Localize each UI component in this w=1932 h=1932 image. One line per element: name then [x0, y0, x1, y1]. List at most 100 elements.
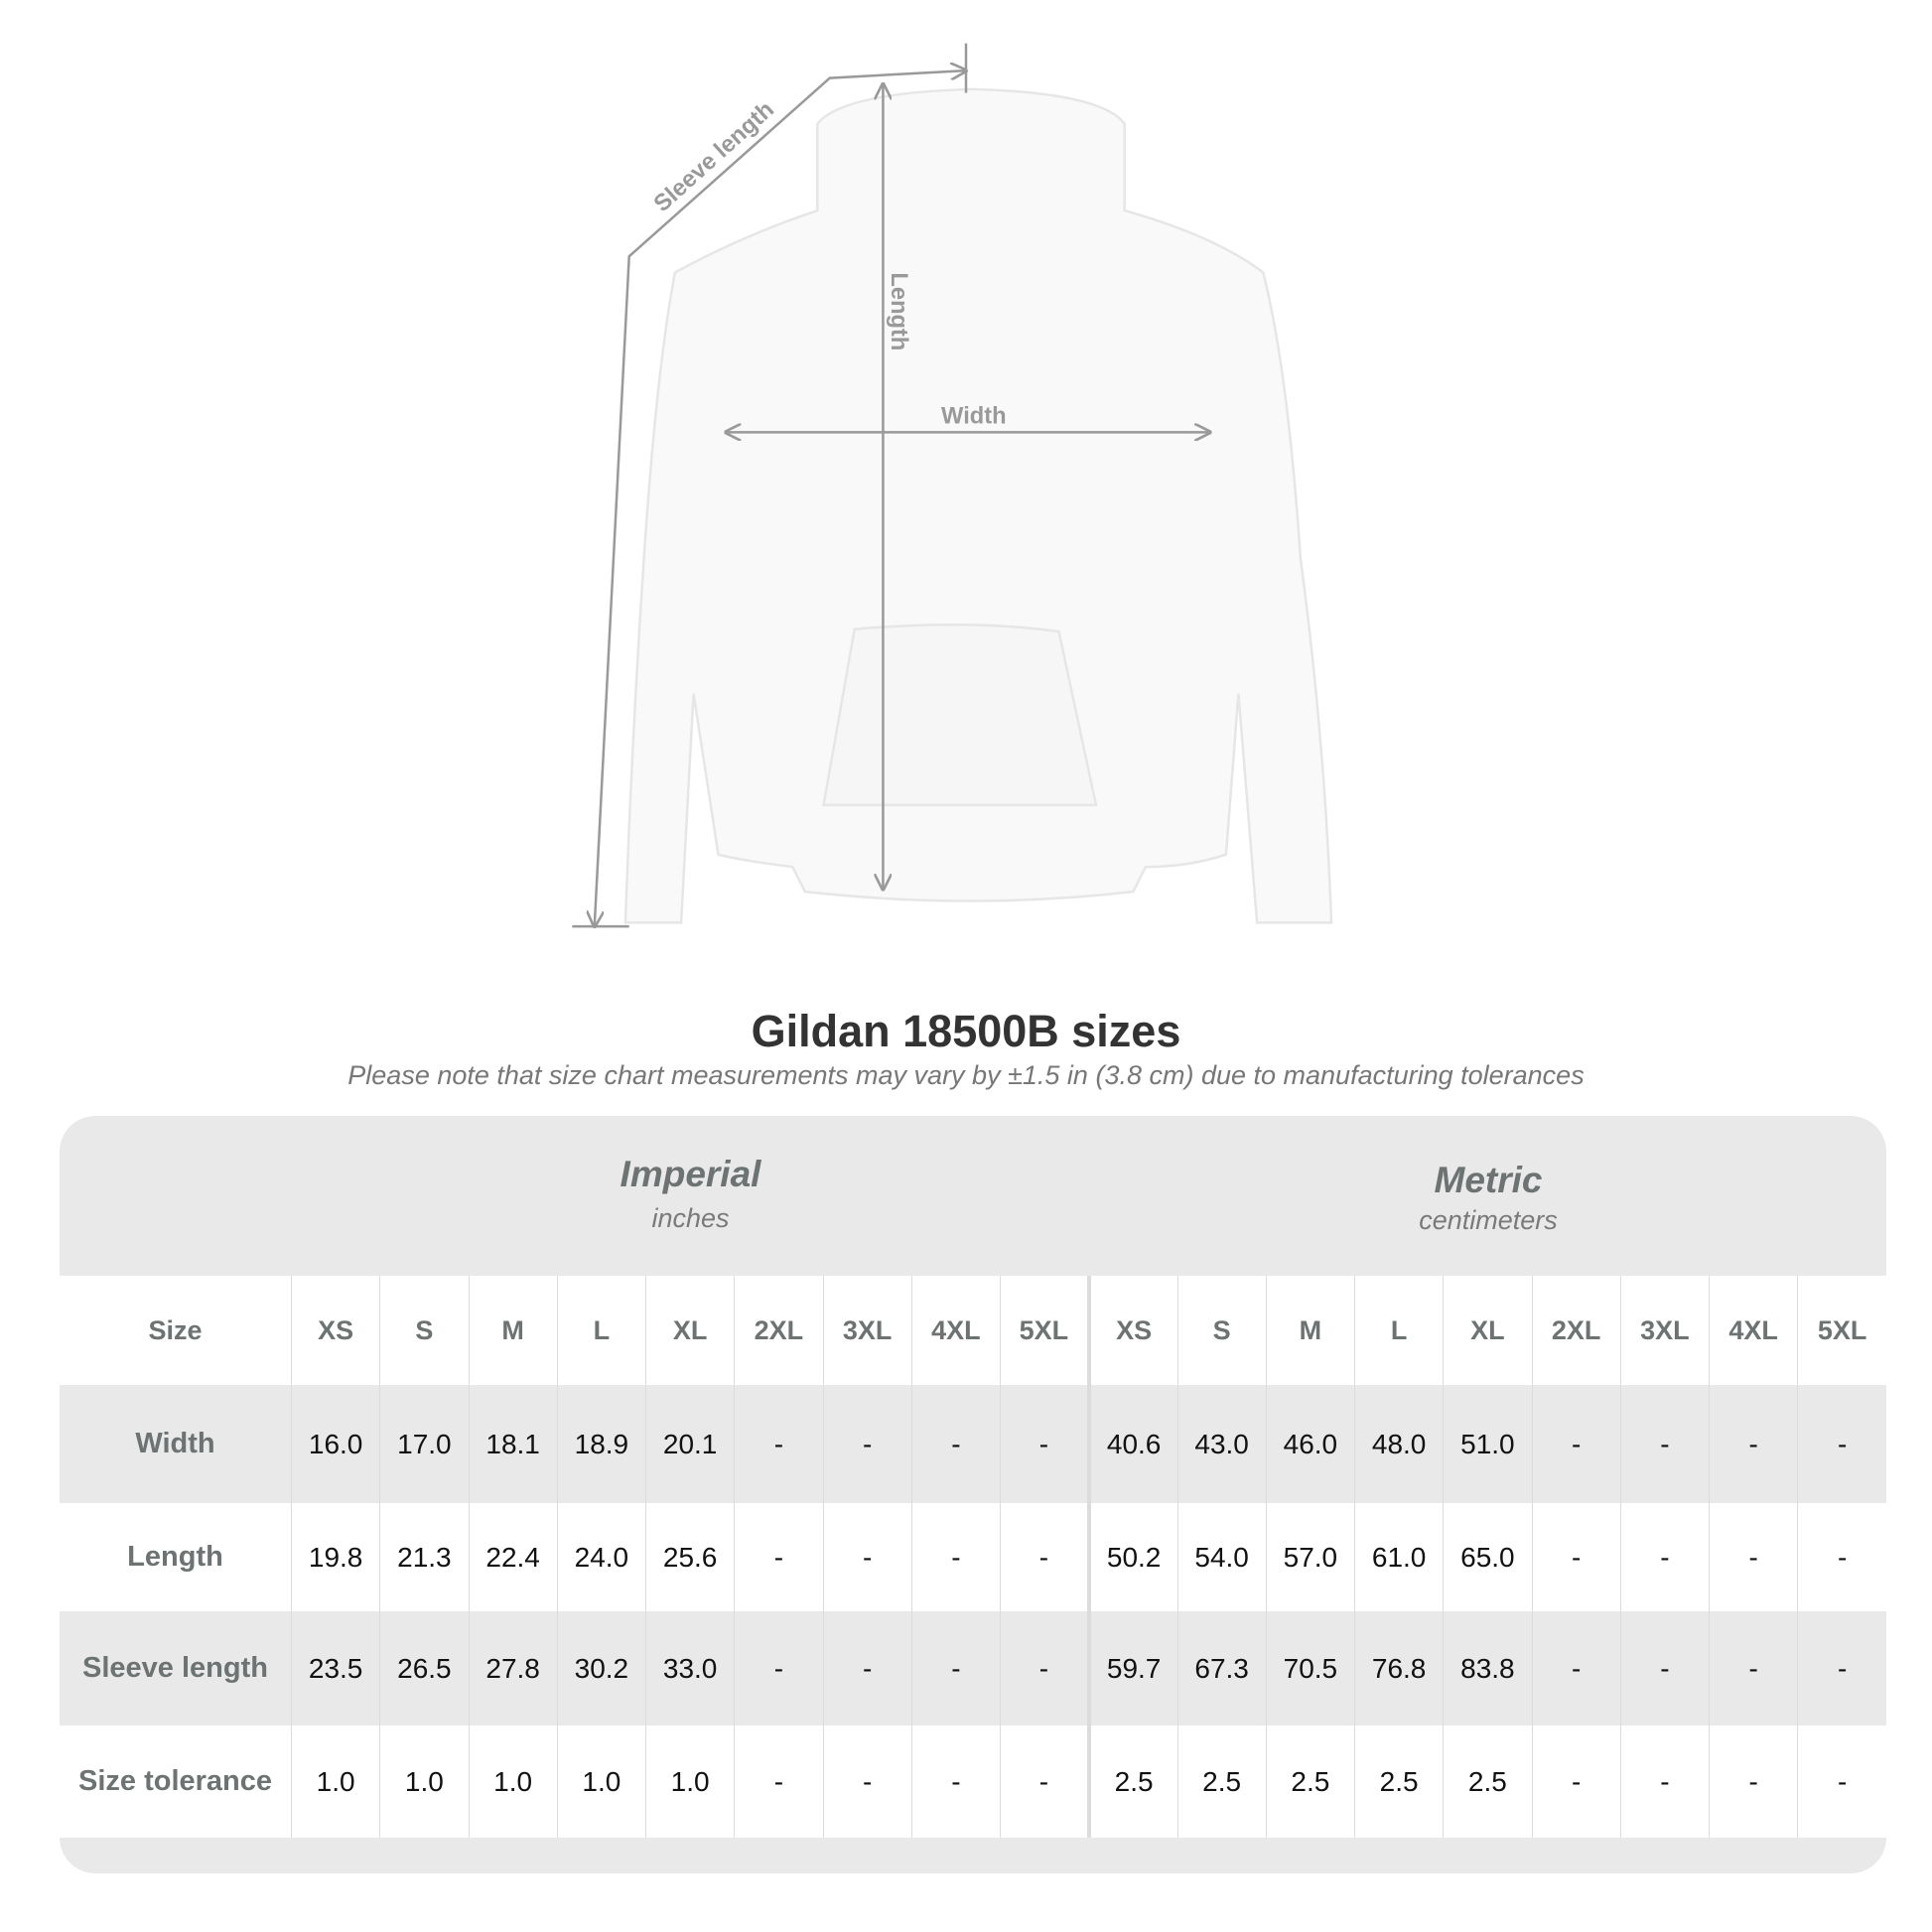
imperial-cell: 33.0	[644, 1611, 735, 1725]
width-label: Width	[941, 404, 1007, 430]
metric-cell: -	[1619, 1611, 1710, 1725]
imperial-cell: 30.2	[556, 1611, 646, 1725]
metric-cell: M	[1265, 1276, 1355, 1385]
metric-cell: 4XL	[1708, 1276, 1798, 1385]
table-row: Sleeve length 23.5 26.5 27.8 30.2 33.0- - - -59.…	[60, 1611, 1886, 1725]
metric-title: Metric	[1434, 1160, 1543, 1200]
imperial-cell: 17.0	[379, 1385, 469, 1503]
row-label: Size	[148, 1314, 203, 1345]
imperial-cell: L	[556, 1276, 646, 1385]
imperial-cell: 23.5	[290, 1611, 380, 1725]
imperial-cell: 26.5	[379, 1611, 469, 1725]
imperial-cell: 1.0	[290, 1725, 380, 1838]
metric-header: Metric centimeters	[1090, 1116, 1886, 1276]
imperial-cell: -	[734, 1385, 823, 1503]
metric-cell: -	[1531, 1385, 1621, 1503]
metric-cell: -	[1708, 1611, 1798, 1725]
page-title: Gildan 18500B sizes	[751, 1006, 1181, 1056]
metric-cell: 65.0	[1443, 1503, 1532, 1611]
metric-cell: 76.8	[1353, 1611, 1444, 1725]
metric-cell: 50.2	[1086, 1503, 1177, 1611]
imperial-cell: -	[999, 1503, 1089, 1611]
imperial-cell: 18.1	[468, 1385, 558, 1503]
metric-cell: 83.8	[1443, 1611, 1532, 1725]
imperial-header: Imperial inches	[291, 1116, 1090, 1276]
tolerance-note: Please note that size chart measurements…	[347, 1060, 1585, 1090]
metric-cell: -	[1619, 1503, 1710, 1611]
imperial-cell: 1.0	[468, 1725, 558, 1838]
table-row: Length 19.8 21.3 22.4 24.0 25.6- - - -50.2 54.0 57…	[60, 1503, 1886, 1611]
metric-cell: 46.0	[1265, 1385, 1355, 1503]
imperial-cell: -	[822, 1725, 912, 1838]
metric-cell: -	[1708, 1385, 1798, 1503]
metric-cell: 67.3	[1176, 1611, 1267, 1725]
imperial-title: Imperial	[620, 1154, 761, 1194]
row-label: Sleeve length	[82, 1652, 268, 1684]
imperial-cell: 3XL	[822, 1276, 912, 1385]
length-label: Length	[886, 272, 911, 350]
size-table: Size XS S M L XL 2XL 3XL 4XL 5XL XS S M L XL 2XL 3XL 4XL 5…	[60, 1276, 1886, 1838]
metric-cell: 59.7	[1086, 1611, 1177, 1725]
metric-cell: 2.5	[1086, 1725, 1177, 1838]
imperial-cell: 19.8	[290, 1503, 380, 1611]
imperial-cell: -	[910, 1503, 1001, 1611]
imperial-cell: 22.4	[468, 1503, 558, 1611]
imperial-cell: -	[910, 1611, 1001, 1725]
metric-cell: 2.5	[1353, 1725, 1444, 1838]
imperial-cell: 24.0	[556, 1503, 646, 1611]
imperial-cell: 1.0	[644, 1725, 735, 1838]
metric-cell: 2.5	[1443, 1725, 1532, 1838]
hoodie-diagram: Sleeve length Length Width	[572, 43, 1333, 966]
metric-cell: -	[1619, 1725, 1710, 1838]
imperial-cell: 4XL	[910, 1276, 1001, 1385]
metric-cell: -	[1531, 1725, 1621, 1838]
imperial-cell: 2XL	[734, 1276, 823, 1385]
imperial-cell: 25.6	[644, 1503, 735, 1611]
imperial-cell: S	[379, 1276, 469, 1385]
metric-cell: L	[1353, 1276, 1444, 1385]
metric-cell: XL	[1443, 1276, 1532, 1385]
imperial-cell: -	[999, 1385, 1089, 1503]
metric-cell: 5XL	[1797, 1276, 1886, 1385]
imperial-cell: M	[468, 1276, 558, 1385]
metric-cell: 48.0	[1353, 1385, 1444, 1503]
imperial-unit: inches	[651, 1203, 730, 1233]
metric-cell: -	[1797, 1385, 1886, 1503]
imperial-cell: 5XL	[999, 1276, 1089, 1385]
metric-cell: 57.0	[1265, 1503, 1355, 1611]
imperial-cell: 20.1	[644, 1385, 735, 1503]
imperial-cell: -	[822, 1385, 912, 1503]
imperial-cell: -	[999, 1725, 1089, 1838]
imperial-cell: 27.8	[468, 1611, 558, 1725]
row-label: Length	[127, 1541, 223, 1573]
metric-cell: 51.0	[1443, 1385, 1532, 1503]
metric-cell: 70.5	[1265, 1611, 1355, 1725]
imperial-cell: 1.0	[556, 1725, 646, 1838]
metric-cell: XS	[1086, 1276, 1177, 1385]
table-row: Size tolerance 1.0 1.0 1.0 1.0 1.0- - - -2.5 2.5 2…	[60, 1725, 1886, 1838]
metric-cell: -	[1531, 1503, 1621, 1611]
metric-cell: S	[1176, 1276, 1267, 1385]
imperial-cell: -	[734, 1725, 823, 1838]
imperial-cell: XL	[644, 1276, 735, 1385]
metric-cell: 2XL	[1531, 1276, 1621, 1385]
imperial-cell: -	[734, 1611, 823, 1725]
metric-cell: 40.6	[1086, 1385, 1177, 1503]
imperial-cell: XS	[290, 1276, 380, 1385]
metric-cell: 61.0	[1353, 1503, 1444, 1611]
metric-unit: centimeters	[1419, 1205, 1558, 1235]
hoodie-shape	[623, 87, 1333, 924]
metric-cell: -	[1619, 1385, 1710, 1503]
metric-cell: 3XL	[1619, 1276, 1710, 1385]
imperial-cell: -	[999, 1611, 1089, 1725]
metric-cell: 43.0	[1176, 1385, 1267, 1503]
metric-cell: -	[1531, 1611, 1621, 1725]
metric-cell: 2.5	[1176, 1725, 1267, 1838]
imperial-cell: -	[910, 1385, 1001, 1503]
imperial-cell: -	[822, 1611, 912, 1725]
metric-cell: -	[1797, 1725, 1886, 1838]
imperial-cell: 18.9	[556, 1385, 646, 1503]
sleeve-length-line	[595, 70, 966, 926]
metric-cell: -	[1797, 1611, 1886, 1725]
imperial-cell: -	[734, 1503, 823, 1611]
